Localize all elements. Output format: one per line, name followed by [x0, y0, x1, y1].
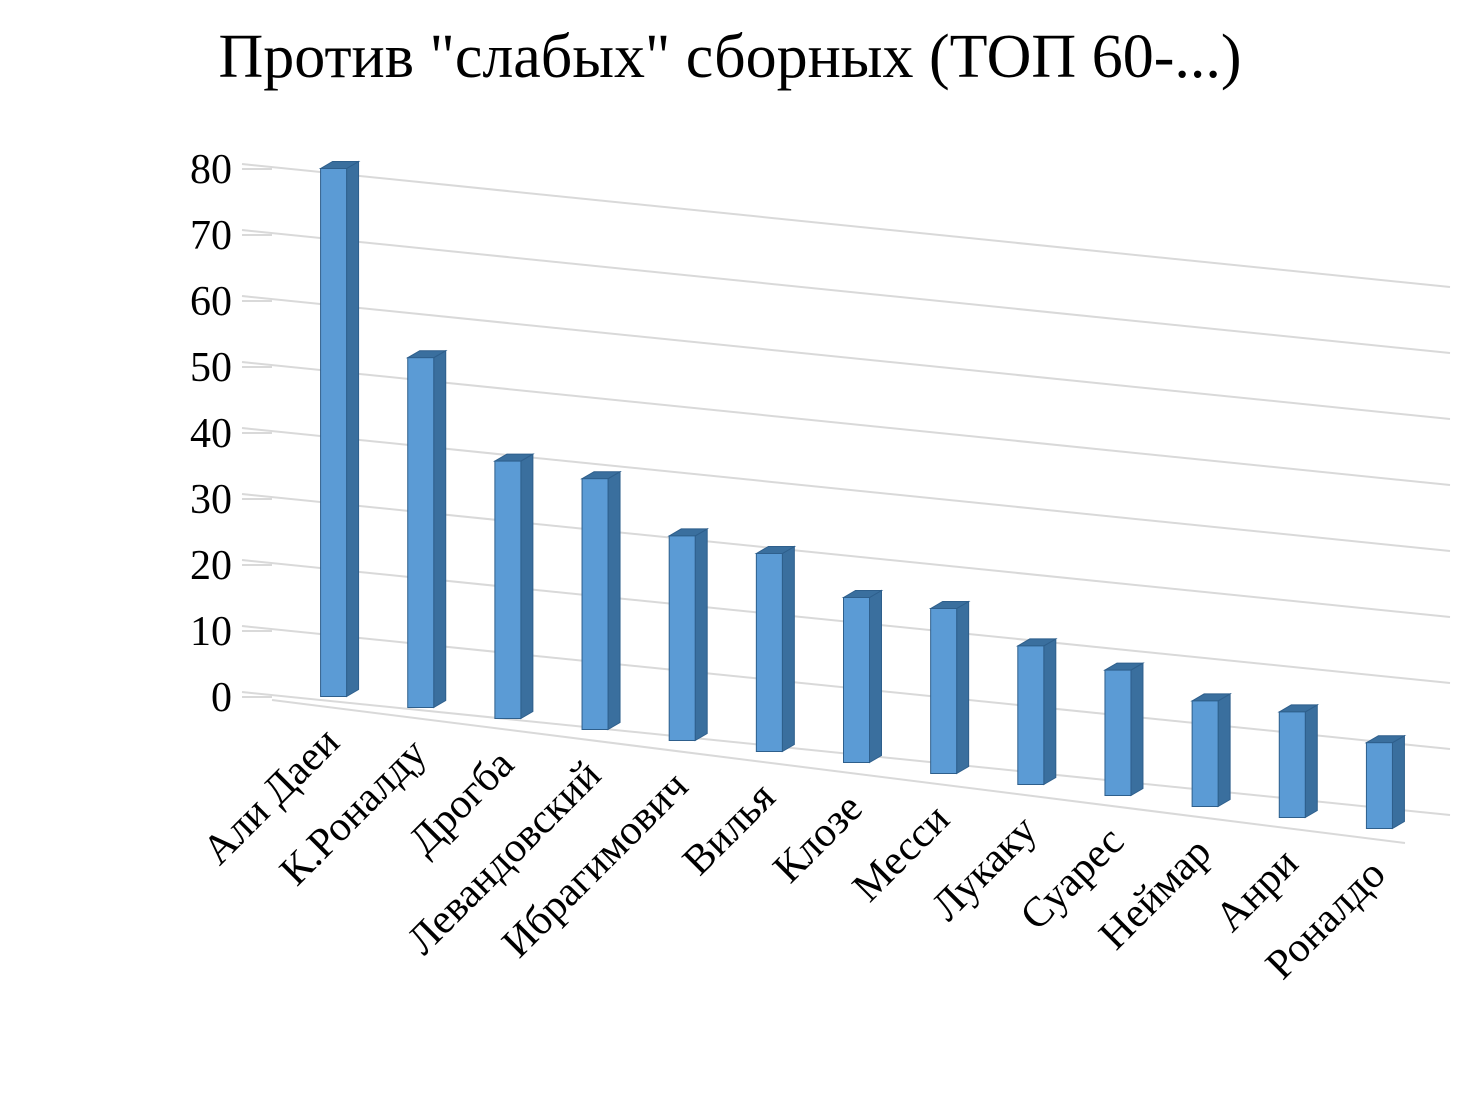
gridline: [241, 163, 1451, 288]
bar: [841, 589, 884, 764]
bar: [580, 470, 622, 731]
bar-front: [930, 608, 958, 774]
bar-front: [494, 460, 522, 719]
bar-side: [520, 453, 534, 720]
floor-edge: [271, 699, 1406, 844]
y-tick-label: 40: [190, 411, 232, 457]
bar-front: [843, 597, 870, 763]
bar-front: [1104, 669, 1132, 796]
bar-side: [433, 349, 447, 709]
bar-side: [869, 589, 882, 764]
bar: [1103, 662, 1145, 797]
bar: [754, 545, 797, 753]
bar-side: [781, 545, 795, 753]
bar-front: [1191, 700, 1219, 808]
bar-front: [1278, 711, 1306, 819]
bar-side: [1217, 693, 1231, 808]
bar-side: [607, 470, 621, 731]
bar: [1190, 693, 1232, 808]
bar-front: [320, 168, 348, 697]
bar: [1277, 704, 1320, 819]
bar-front: [581, 478, 609, 731]
bar-front: [1017, 645, 1045, 786]
y-tick-label: 10: [190, 609, 232, 655]
bar-side: [1304, 704, 1318, 819]
bar-side: [346, 160, 360, 698]
bar-side: [1391, 734, 1405, 830]
bar-side: [1043, 638, 1057, 786]
chart-title: Против "слабых" сборных (ТОП 60-...): [218, 23, 1242, 91]
y-tick-label: 60: [190, 279, 232, 325]
y-tick-label: 70: [190, 213, 232, 259]
bars: [318, 160, 1407, 830]
bar: [318, 160, 361, 698]
bar: [1015, 638, 1058, 786]
bar: [1364, 734, 1407, 830]
bar-side: [694, 528, 708, 742]
bar: [928, 600, 971, 775]
bar-front: [407, 357, 435, 708]
bar-front: [1365, 742, 1393, 830]
bar-front: [755, 553, 783, 752]
y-tick-label: 0: [211, 675, 232, 721]
gridline: [241, 229, 1451, 354]
y-tick-label: 50: [190, 345, 232, 391]
bar: [405, 349, 448, 709]
gridline: [241, 295, 1451, 420]
y-tick-label: 80: [190, 147, 232, 193]
y-tick-label: 20: [190, 543, 232, 589]
y-tick-label: 30: [190, 477, 232, 523]
bar: [667, 528, 710, 742]
bar: [493, 453, 535, 720]
bar-side: [1130, 662, 1144, 797]
y-axis-ticks: 0 10 20 30 40 50 60 70 80: [190, 147, 232, 721]
bar-front: [668, 535, 696, 742]
bar-side: [956, 600, 970, 775]
